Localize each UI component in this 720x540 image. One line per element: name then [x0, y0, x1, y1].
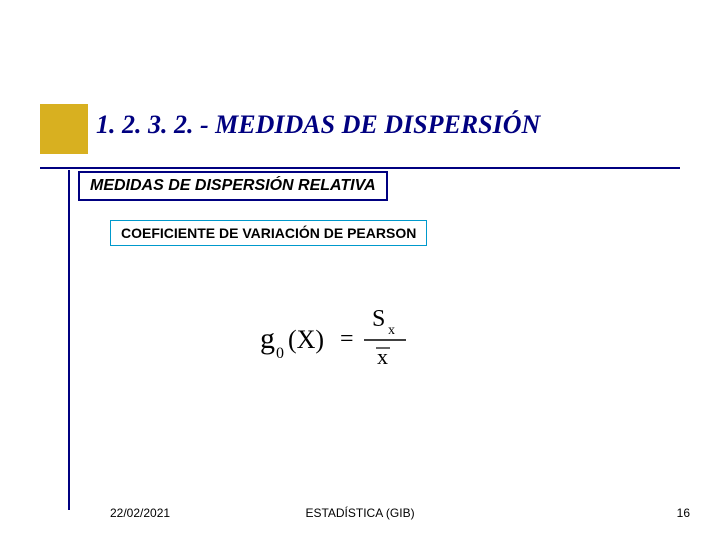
- formula-num-S: S: [372, 306, 385, 332]
- vertical-rule: [68, 170, 70, 510]
- formula: g 0 (X) = S x x: [256, 304, 466, 370]
- formula-g-sub: 0: [276, 345, 284, 362]
- accent-square: [40, 104, 88, 154]
- footer-center: ESTADÍSTICA (GIB): [305, 506, 414, 520]
- formula-num-x: x: [388, 323, 395, 338]
- slide-title: 1. 2. 3. 2. - MEDIDAS DE DISPERSIÓN: [96, 110, 540, 140]
- formula-den-x: x: [377, 344, 388, 369]
- horizontal-rule: [40, 167, 680, 169]
- footer: 22/02/2021 ESTADÍSTICA (GIB) 16: [0, 506, 720, 520]
- subtitle-box: MEDIDAS DE DISPERSIÓN RELATIVA: [78, 171, 388, 201]
- subsubtitle-box: COEFICIENTE DE VARIACIÓN DE PEARSON: [110, 220, 427, 246]
- formula-g: g: [260, 322, 275, 355]
- footer-date: 22/02/2021: [110, 506, 170, 520]
- formula-svg: g 0 (X) = S x x: [256, 304, 466, 370]
- formula-arg: (X): [288, 325, 324, 354]
- footer-page: 16: [677, 506, 690, 520]
- formula-eq: =: [340, 326, 354, 352]
- slide: 1. 2. 3. 2. - MEDIDAS DE DISPERSIÓN MEDI…: [0, 0, 720, 540]
